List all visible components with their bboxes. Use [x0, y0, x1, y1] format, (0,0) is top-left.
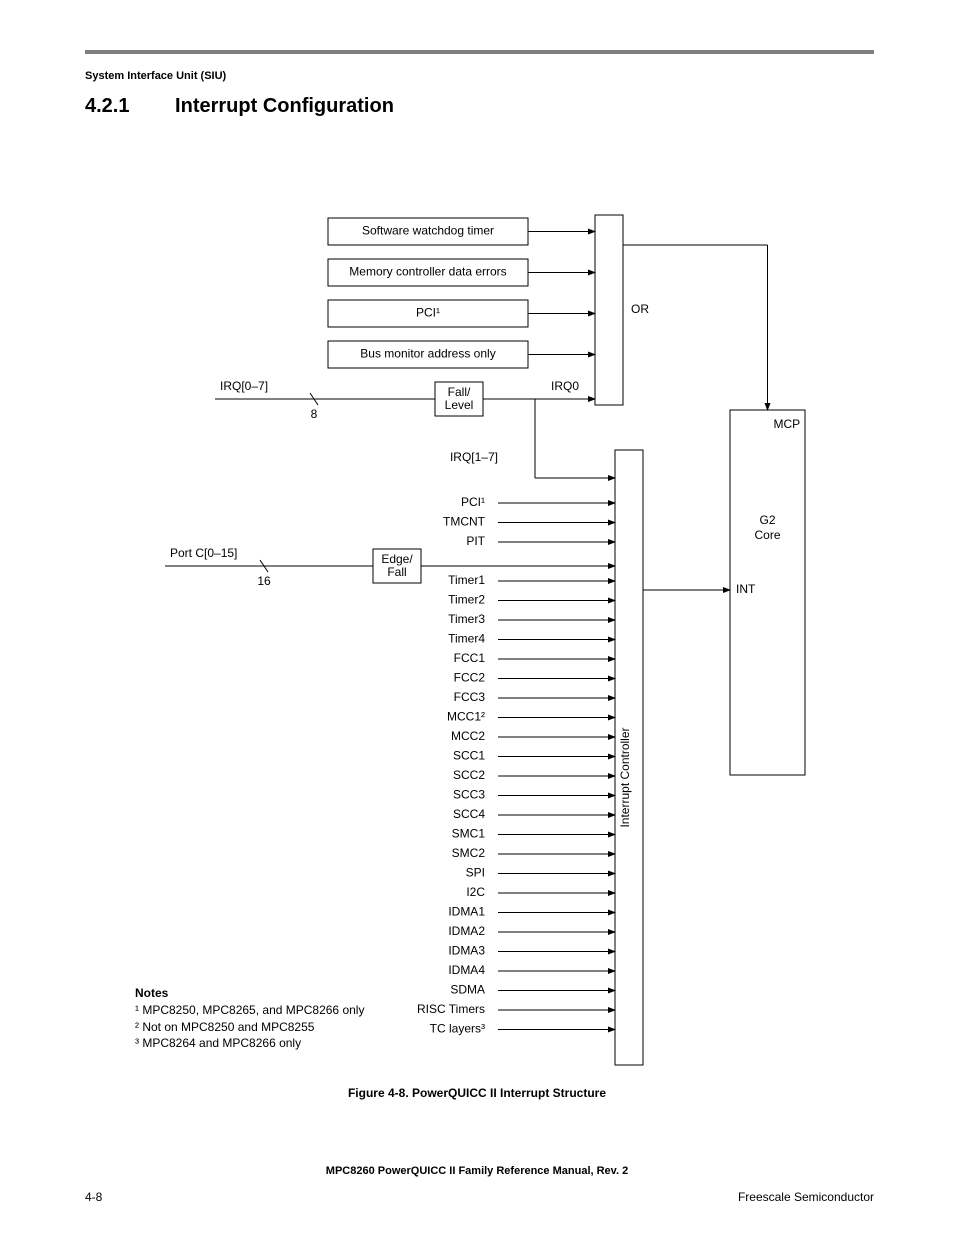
- svg-text:Fall: Fall: [387, 565, 406, 579]
- svg-text:Port C[0–15]: Port C[0–15]: [170, 546, 237, 560]
- svg-text:Memory controller data errors: Memory controller data errors: [349, 265, 506, 279]
- notes-title: Notes: [135, 985, 364, 1002]
- svg-text:I2C: I2C: [466, 885, 485, 899]
- svg-text:Software watchdog timer: Software watchdog timer: [362, 224, 494, 238]
- svg-text:SCC1: SCC1: [453, 749, 485, 763]
- svg-text:SMC2: SMC2: [452, 846, 486, 860]
- svg-text:OR: OR: [631, 302, 649, 316]
- page-number: 4-8: [85, 1190, 102, 1204]
- svg-text:SDMA: SDMA: [450, 983, 485, 997]
- svg-text:RISC Timers: RISC Timers: [417, 1002, 485, 1016]
- svg-text:G2: G2: [759, 513, 775, 527]
- svg-text:Core: Core: [754, 528, 780, 542]
- svg-text:TMCNT: TMCNT: [443, 515, 486, 529]
- note-3: ³ MPC8264 and MPC8266 only: [135, 1035, 364, 1052]
- svg-text:IRQ[0–7]: IRQ[0–7]: [220, 379, 268, 393]
- svg-text:16: 16: [257, 574, 271, 588]
- svg-text:FCC1: FCC1: [454, 651, 486, 665]
- svg-text:SCC2: SCC2: [453, 768, 485, 782]
- svg-text:SPI: SPI: [466, 866, 485, 880]
- svg-text:Level: Level: [445, 398, 474, 412]
- svg-text:Interrupt Controller: Interrupt Controller: [618, 727, 632, 827]
- svg-text:FCC2: FCC2: [454, 671, 486, 685]
- notes-block: Notes ¹ MPC8250, MPC8265, and MPC8266 on…: [135, 985, 364, 1052]
- svg-text:Timer3: Timer3: [448, 612, 485, 626]
- section-number: 4.2.1: [85, 95, 129, 117]
- svg-text:SCC4: SCC4: [453, 807, 485, 821]
- manual-title: MPC8260 PowerQUICC II Family Reference M…: [0, 1165, 954, 1177]
- svg-text:PCI¹: PCI¹: [416, 306, 440, 320]
- svg-text:IDMA1: IDMA1: [448, 905, 485, 919]
- svg-text:INT: INT: [736, 582, 756, 596]
- header-chapter: System Interface Unit (SIU): [85, 70, 226, 82]
- section-title: Interrupt Configuration: [175, 95, 394, 117]
- svg-text:IDMA3: IDMA3: [448, 944, 485, 958]
- svg-text:IDMA2: IDMA2: [448, 924, 485, 938]
- svg-text:Fall/: Fall/: [448, 385, 471, 399]
- svg-text:TC layers³: TC layers³: [430, 1022, 485, 1036]
- svg-text:Timer1: Timer1: [448, 573, 485, 587]
- svg-text:8: 8: [311, 407, 318, 421]
- svg-text:IRQ[1–7]: IRQ[1–7]: [450, 450, 498, 464]
- note-2: ² Not on MPC8250 and MPC8255: [135, 1019, 364, 1036]
- svg-text:IRQ0: IRQ0: [551, 379, 579, 393]
- section-heading: 4.2.1 Interrupt Configuration: [85, 95, 394, 118]
- svg-text:Timer2: Timer2: [448, 593, 485, 607]
- svg-text:IDMA4: IDMA4: [448, 963, 485, 977]
- interrupt-structure-diagram: OR G2Core Interrupt Controller Software wat…: [85, 150, 875, 1100]
- svg-text:Edge/: Edge/: [381, 552, 413, 566]
- svg-text:PIT: PIT: [466, 534, 485, 548]
- svg-text:Timer4: Timer4: [448, 632, 485, 646]
- top-rule: [85, 50, 874, 54]
- svg-text:FCC3: FCC3: [454, 690, 486, 704]
- svg-text:MCC2: MCC2: [451, 729, 485, 743]
- svg-text:SCC3: SCC3: [453, 788, 485, 802]
- svg-text:SMC1: SMC1: [452, 827, 486, 841]
- figure-caption: Figure 4-8. PowerQUICC II Interrupt Stru…: [0, 1086, 954, 1100]
- company-name: Freescale Semiconductor: [738, 1190, 874, 1204]
- svg-text:MCC1²: MCC1²: [447, 710, 485, 724]
- svg-text:Bus monitor address only: Bus monitor address only: [360, 347, 495, 361]
- svg-text:PCI¹: PCI¹: [461, 495, 485, 509]
- svg-text:MCP: MCP: [774, 417, 801, 431]
- note-1: ¹ MPC8250, MPC8265, and MPC8266 only: [135, 1002, 364, 1019]
